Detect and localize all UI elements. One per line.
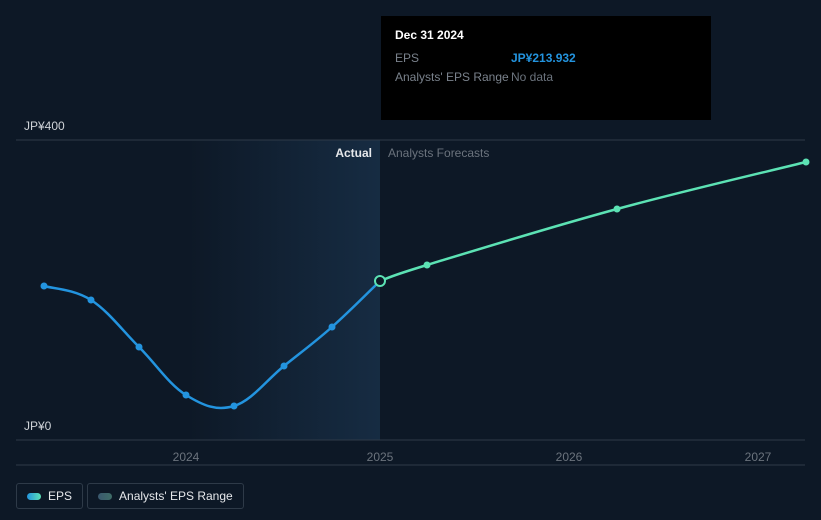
svg-text:Analysts Forecasts: Analysts Forecasts — [388, 146, 489, 160]
legend-swatch-eps — [27, 493, 41, 500]
svg-text:2024: 2024 — [173, 450, 200, 464]
legend-label-eps: EPS — [48, 489, 72, 503]
tooltip-label-range: Analysts' EPS Range — [395, 68, 511, 87]
tooltip-row-range: Analysts' EPS Range No data — [395, 68, 697, 87]
svg-text:JP¥400: JP¥400 — [24, 119, 65, 133]
tooltip-row-eps: EPS JP¥213.932 — [395, 49, 697, 68]
tooltip-label-eps: EPS — [395, 49, 511, 68]
tooltip-value-range: No data — [511, 68, 553, 87]
chart-legend: EPS Analysts' EPS Range — [16, 483, 244, 509]
svg-text:2025: 2025 — [367, 450, 394, 464]
legend-item-range[interactable]: Analysts' EPS Range — [87, 483, 244, 509]
tooltip-value-eps: JP¥213.932 — [511, 49, 576, 68]
svg-text:JP¥0: JP¥0 — [24, 419, 52, 433]
eps-forecast-chart: JP¥400 JP¥0 Actual Analysts Forecasts 2024 20… — [0, 0, 821, 520]
tooltip-date: Dec 31 2024 — [395, 26, 697, 45]
svg-text:Actual: Actual — [335, 146, 372, 160]
chart-tooltip: Dec 31 2024 EPS JP¥213.932 Analysts' EPS… — [381, 16, 711, 120]
legend-item-eps[interactable]: EPS — [16, 483, 83, 509]
legend-swatch-range — [98, 493, 112, 500]
svg-text:2027: 2027 — [745, 450, 772, 464]
legend-label-range: Analysts' EPS Range — [119, 489, 233, 503]
svg-text:2026: 2026 — [556, 450, 583, 464]
